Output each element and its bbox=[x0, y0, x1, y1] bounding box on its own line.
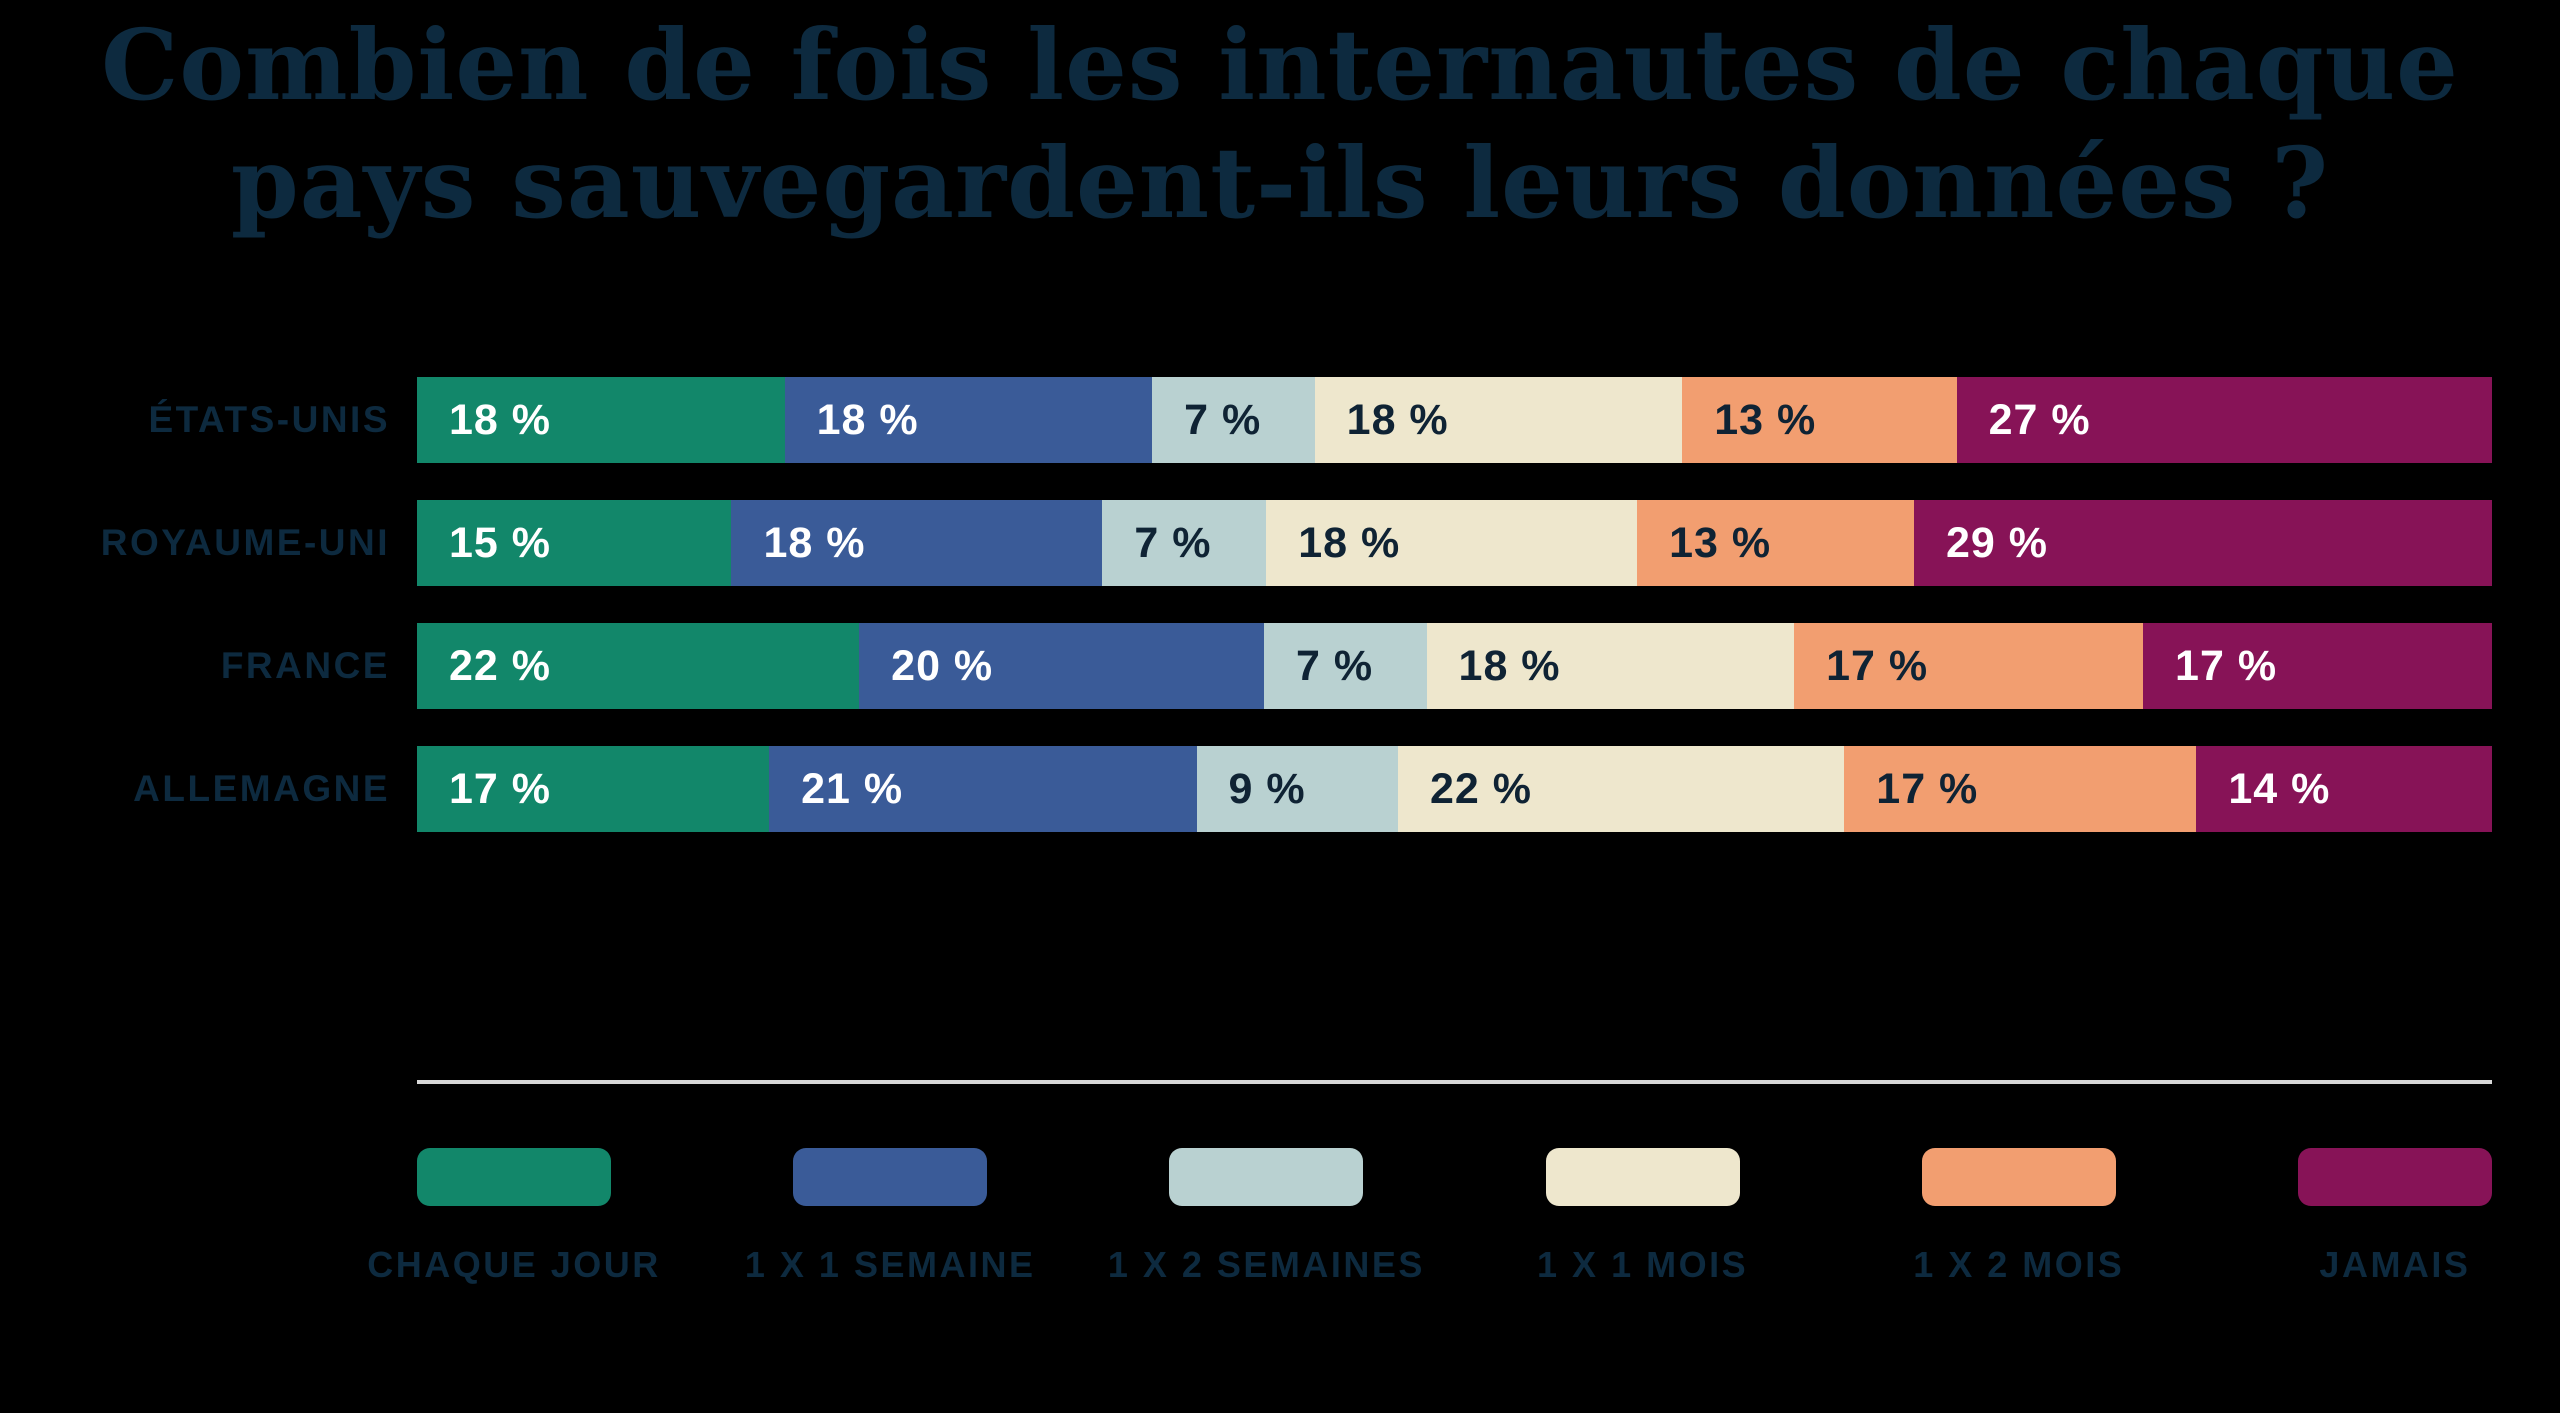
row-label: ROYAUME-UNI bbox=[100, 522, 390, 563]
bar-segment: 7 % bbox=[1264, 623, 1427, 709]
segment-value-label: 13 % bbox=[1714, 395, 1817, 444]
bar-segment: 22 % bbox=[1398, 746, 1845, 832]
segment-value-label: 7 % bbox=[1184, 395, 1262, 444]
chart-legend: CHAQUE JOUR 1 X 1 SEMAINE 1 X 2 SEMAINES 1 … bbox=[367, 1148, 2492, 1286]
bar-segment: 21 % bbox=[769, 746, 1197, 832]
row-label: ÉTATS-UNIS bbox=[148, 399, 390, 440]
segment-value-label: 20 % bbox=[891, 641, 994, 690]
legend-label: 1 X 1 SEMAINE bbox=[744, 1244, 1036, 1285]
legend-label: CHAQUE JOUR bbox=[367, 1244, 661, 1285]
chart-title: Combien de fois les internautes de chaqu… bbox=[0, 6, 2560, 243]
bar-segment: 18 % bbox=[417, 377, 785, 463]
segment-value-label: 18 % bbox=[763, 518, 866, 567]
segment-value-label: 18 % bbox=[1346, 395, 1449, 444]
legend-swatch bbox=[1921, 1148, 2116, 1206]
segment-value-label: 18 % bbox=[1458, 641, 1561, 690]
legend-swatch bbox=[1545, 1148, 1740, 1206]
segment-value-label: 9 % bbox=[1228, 764, 1306, 813]
bar-segment: 17 % bbox=[1794, 623, 2144, 709]
row-label: ALLEMAGNE bbox=[133, 768, 390, 809]
segment-value-label: 29 % bbox=[1945, 518, 2048, 567]
legend-label: 1 X 2 SEMAINES bbox=[1107, 1244, 1425, 1285]
chart-row: ALLEMAGNE 17 % 21 % 9 % 22 % 17 % 14 % bbox=[0, 746, 2493, 832]
segment-value-label: 7 % bbox=[1134, 518, 1212, 567]
chart-title-line1: Combien de fois les internautes de chaqu… bbox=[101, 8, 2459, 122]
bar-segment: 29 % bbox=[1913, 500, 2492, 586]
bar-segment: 18 % bbox=[1314, 377, 1683, 463]
bar-segment: 22 % bbox=[417, 623, 860, 709]
legend-label: 1 X 1 MOIS bbox=[1537, 1244, 1749, 1285]
stacked-bar: 22 % 20 % 7 % 18 % 17 % 17 % bbox=[417, 623, 2492, 709]
legend-item: 1 X 1 SEMAINE bbox=[745, 1148, 1033, 1286]
segment-value-label: 17 % bbox=[1876, 764, 1979, 813]
legend-item: JAMAIS bbox=[2297, 1148, 2492, 1286]
legend-item: 1 X 2 MOIS bbox=[1913, 1148, 2122, 1286]
stacked-bar: 15 % 18 % 7 % 18 % 13 % 29 % bbox=[417, 500, 2492, 586]
bar-segment: 20 % bbox=[859, 623, 1265, 709]
bar-segment: 17 % bbox=[1844, 746, 2197, 832]
bar-segment: 14 % bbox=[2196, 746, 2493, 832]
segment-value-label: 22 % bbox=[449, 641, 552, 690]
segment-value-label: 18 % bbox=[1298, 518, 1401, 567]
bar-segment: 15 % bbox=[417, 500, 732, 586]
chart-row: ROYAUME-UNI 15 % 18 % 7 % 18 % 13 % 29 % bbox=[0, 500, 2492, 586]
chart-row: ÉTATS-UNIS 18 % 18 % 7 % 18 % 13 % 27 % bbox=[0, 377, 2492, 463]
segment-value-label: 17 % bbox=[449, 764, 552, 813]
segment-value-label: 17 % bbox=[1826, 641, 1929, 690]
stacked-bar-chart: ÉTATS-UNIS 18 % 18 % 7 % 18 % 13 % 27 % ROYAUME… bbox=[0, 377, 2493, 869]
bar-segment: 17 % bbox=[417, 746, 770, 832]
segment-value-label: 15 % bbox=[449, 518, 552, 567]
legend-item: CHAQUE JOUR bbox=[367, 1148, 658, 1286]
segment-value-label: 18 % bbox=[449, 395, 552, 444]
legend-label: 1 X 2 MOIS bbox=[1913, 1244, 2125, 1285]
legend-swatch bbox=[2297, 1148, 2492, 1206]
legend-item: 1 X 1 MOIS bbox=[1537, 1148, 1746, 1286]
segment-value-label: 21 % bbox=[801, 764, 904, 813]
segment-value-label: 27 % bbox=[1988, 395, 2091, 444]
bar-segment: 9 % bbox=[1196, 746, 1399, 832]
segment-value-label: 13 % bbox=[1669, 518, 1772, 567]
bar-segment: 7 % bbox=[1152, 377, 1315, 463]
chart-row: FRANCE 22 % 20 % 7 % 18 % 17 % 17 % bbox=[0, 623, 2492, 709]
bar-segment: 13 % bbox=[1682, 377, 1957, 463]
stacked-bar: 18 % 18 % 7 % 18 % 13 % 27 % bbox=[417, 377, 2492, 463]
segment-value-label: 14 % bbox=[2228, 764, 2331, 813]
legend-divider bbox=[417, 1080, 2492, 1084]
segment-value-label: 17 % bbox=[2175, 641, 2278, 690]
legend-item: 1 X 2 SEMAINES bbox=[1108, 1148, 1422, 1286]
stacked-bar: 17 % 21 % 9 % 22 % 17 % 14 % bbox=[417, 746, 2493, 832]
bar-segment: 18 % bbox=[784, 377, 1153, 463]
bar-segment: 7 % bbox=[1102, 500, 1267, 586]
bar-segment: 27 % bbox=[1956, 377, 2492, 463]
legend-label: JAMAIS bbox=[2319, 1244, 2471, 1285]
segment-value-label: 18 % bbox=[816, 395, 919, 444]
legend-swatch bbox=[1169, 1148, 1364, 1206]
legend-swatch bbox=[417, 1148, 611, 1206]
bar-segment: 18 % bbox=[1266, 500, 1638, 586]
segment-value-label: 7 % bbox=[1296, 641, 1374, 690]
row-label: FRANCE bbox=[220, 645, 390, 686]
bar-segment: 17 % bbox=[2143, 623, 2492, 709]
bar-segment: 18 % bbox=[1426, 623, 1795, 709]
legend-swatch bbox=[793, 1148, 988, 1206]
bar-segment: 13 % bbox=[1637, 500, 1914, 586]
segment-value-label: 22 % bbox=[1430, 764, 1533, 813]
bar-segment: 18 % bbox=[731, 500, 1103, 586]
chart-title-line2: pays sauvegardent-ils leurs données ? bbox=[230, 126, 2330, 241]
